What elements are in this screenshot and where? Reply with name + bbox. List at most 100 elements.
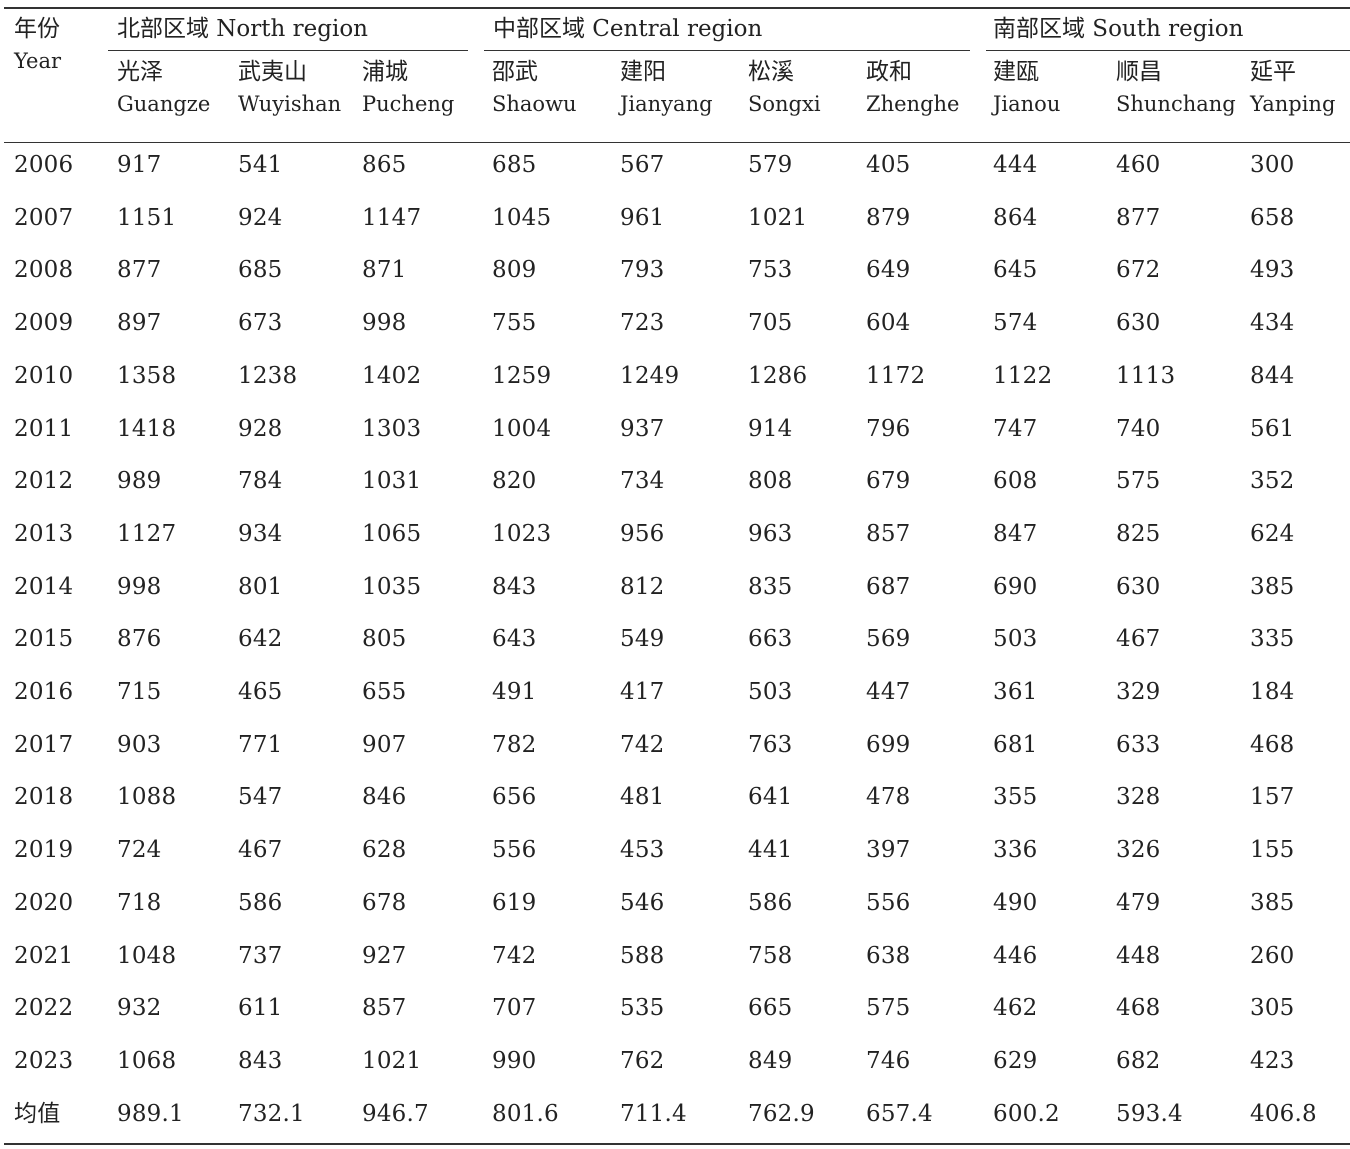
table-cell: 556 [866, 890, 911, 916]
table-cell: 782 [492, 732, 537, 758]
table-cell: 1023 [492, 521, 552, 547]
table-cell: 864 [993, 205, 1038, 231]
table-cell: 825 [1116, 521, 1161, 547]
table-cell: 1151 [117, 205, 177, 231]
table-cell: 724 [117, 837, 162, 863]
table-cell: 846 [362, 784, 407, 810]
table-cell: 672 [1116, 257, 1161, 283]
table-cell: 556 [492, 837, 537, 863]
table-cell: 723 [620, 310, 665, 336]
table-cell: 604 [866, 310, 911, 336]
row-label: 2013 [14, 521, 74, 547]
table-cell: 628 [362, 837, 407, 863]
table-cell: 740 [1116, 416, 1161, 442]
table-cell: 932 [117, 995, 162, 1021]
table-cell: 541 [238, 152, 283, 178]
table-cell: 1238 [238, 363, 298, 389]
table-cell: 300 [1250, 152, 1295, 178]
table-cell: 1418 [117, 416, 177, 442]
table-cell: 1259 [492, 363, 552, 389]
table-cell: 753 [748, 257, 793, 283]
table-cell: 1286 [748, 363, 808, 389]
table-cell: 715 [117, 679, 162, 705]
table-cell: 549 [620, 626, 665, 652]
table-cell: 600.2 [993, 1101, 1060, 1127]
table-cell: 406.8 [1250, 1101, 1317, 1127]
table-cell: 447 [866, 679, 911, 705]
table-cell: 157 [1250, 784, 1295, 810]
table-cell: 844 [1250, 363, 1295, 389]
table-cell: 699 [866, 732, 911, 758]
table-cell: 876 [117, 626, 162, 652]
table-cell: 762 [620, 1048, 665, 1074]
table-cell: 352 [1250, 468, 1295, 494]
table-cell: 793 [620, 257, 665, 283]
table-cell: 809 [492, 257, 537, 283]
table-cell: 642 [238, 626, 283, 652]
table-cell: 1402 [362, 363, 422, 389]
north-region-rule [108, 50, 468, 51]
table-cell: 1048 [117, 943, 177, 969]
table-cell: 503 [993, 626, 1038, 652]
table-cell: 990 [492, 1048, 537, 1074]
column-header-en: Zhenghe [866, 92, 960, 116]
table-cell: 927 [362, 943, 407, 969]
table-cell: 657.4 [866, 1101, 933, 1127]
column-header-zh: 邵武 [492, 59, 538, 85]
table-cell: 490 [993, 890, 1038, 916]
table-cell: 1004 [492, 416, 552, 442]
row-label: 2012 [14, 468, 74, 494]
table-cell: 678 [362, 890, 407, 916]
column-header-zh: 建阳 [620, 59, 666, 85]
table-cell: 630 [1116, 574, 1161, 600]
table-cell: 423 [1250, 1048, 1295, 1074]
table-cell: 682 [1116, 1048, 1161, 1074]
table-cell: 385 [1250, 574, 1295, 600]
column-header-zh: 政和 [866, 59, 912, 85]
table-cell: 718 [117, 890, 162, 916]
table-cell: 575 [1116, 468, 1161, 494]
table-cell: 441 [748, 837, 793, 863]
table-cell: 805 [362, 626, 407, 652]
table-cell: 771 [238, 732, 283, 758]
column-header-en: Yanping [1250, 92, 1336, 116]
row-label: 2007 [14, 205, 74, 231]
table-cell: 588 [620, 943, 665, 969]
table-cell: 547 [238, 784, 283, 810]
table-cell: 329 [1116, 679, 1161, 705]
table-cell: 937 [620, 416, 665, 442]
table-cell: 434 [1250, 310, 1295, 336]
column-header-zh: 浦城 [362, 59, 408, 85]
table-cell: 946.7 [362, 1101, 429, 1127]
table-cell: 503 [748, 679, 793, 705]
table-cell: 481 [620, 784, 665, 810]
table-cell: 843 [492, 574, 537, 600]
table-cell: 645 [993, 257, 1038, 283]
table-cell: 1021 [748, 205, 808, 231]
column-header-zh: 武夷山 [238, 59, 307, 85]
table-cell: 1045 [492, 205, 552, 231]
table-cell: 762.9 [748, 1101, 815, 1127]
table-cell: 747 [993, 416, 1038, 442]
table-cell: 877 [117, 257, 162, 283]
column-header-en: Pucheng [362, 92, 455, 116]
table-cell: 843 [238, 1048, 283, 1074]
row-label: 均值 [14, 1101, 61, 1127]
table-cell: 260 [1250, 943, 1295, 969]
table-cell: 575 [866, 995, 911, 1021]
table-cell: 561 [1250, 416, 1295, 442]
table-cell: 734 [620, 468, 665, 494]
table-cell: 820 [492, 468, 537, 494]
column-header-en: Jianyang [620, 92, 713, 116]
table-cell: 711.4 [620, 1101, 687, 1127]
table-cell: 857 [866, 521, 911, 547]
column-header-en: Shunchang [1116, 92, 1236, 116]
table-cell: 679 [866, 468, 911, 494]
row-label: 2022 [14, 995, 74, 1021]
table-cell: 656 [492, 784, 537, 810]
table-cell: 685 [238, 257, 283, 283]
row-label: 2009 [14, 310, 74, 336]
table-cell: 567 [620, 152, 665, 178]
table-cell: 784 [238, 468, 283, 494]
